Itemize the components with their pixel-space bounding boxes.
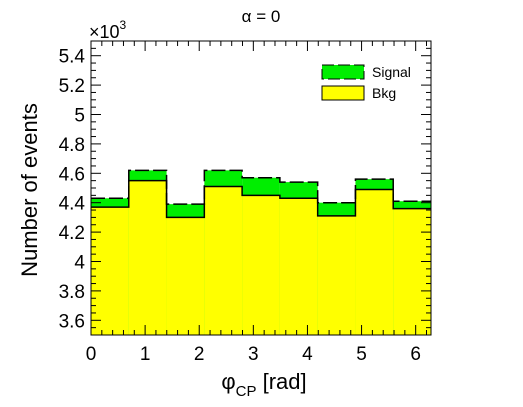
legend: Signal Bkg — [321, 64, 411, 101]
y-tick-label: 4.2 — [59, 223, 85, 244]
x-tick-label: 0 — [86, 344, 97, 365]
bkg-bar — [279, 198, 318, 335]
x-axis-title-subscript: CP — [236, 383, 257, 400]
y-tick-label: 3.6 — [59, 311, 85, 332]
x-axis-title-unit: [rad] — [256, 369, 306, 394]
bkg-bar — [91, 207, 129, 335]
bkg-bar — [242, 195, 280, 335]
y-tick-label: 4.4 — [59, 194, 86, 215]
x-axis-title-symbol: φ — [221, 369, 235, 394]
x-axis-title: φCP [rad] — [221, 369, 306, 400]
bkg-bar — [166, 217, 205, 335]
bkg-bar — [355, 189, 394, 335]
bkg-bar — [317, 215, 356, 335]
plot-area: 3.6 3.8 4 4.2 4.4 4.6 4.8 5 5.2 5.4 0 1 2 3 4 5 6 — [59, 40, 432, 365]
y-tick-label: 5.4 — [59, 47, 86, 68]
legend-label-bkg: Bkg — [372, 85, 396, 101]
y-tick-label: 5 — [74, 106, 85, 127]
y-tick-label: 5.2 — [59, 76, 85, 97]
y-tick-label: 4.6 — [59, 164, 85, 185]
bkg-outline — [91, 179, 431, 219]
legend-label-signal: Signal — [372, 64, 411, 80]
x-tick-label: 5 — [356, 344, 367, 365]
y-multiplier-base: ×10 — [89, 22, 120, 42]
y-axis-title: Number of events — [17, 103, 42, 277]
signal-outline — [91, 169, 431, 205]
y-tick-label: 4 — [74, 253, 85, 274]
legend-swatch-bkg — [321, 85, 365, 101]
x-tick-label: 6 — [410, 344, 421, 365]
y-tick-label: 3.8 — [59, 282, 85, 303]
x-tick-label: 2 — [194, 344, 205, 365]
x-tick-label: 1 — [140, 344, 151, 365]
legend-swatch-signal — [321, 64, 365, 80]
x-tick-label: 3 — [248, 344, 259, 365]
bkg-bar — [393, 208, 431, 335]
x-tick-label: 4 — [302, 344, 313, 365]
bkg-bar — [204, 186, 243, 335]
y-tick-label: 4.8 — [59, 135, 85, 156]
y-multiplier-exponent: 3 — [120, 18, 127, 32]
chart-title: α = 0 — [242, 7, 281, 26]
bkg-bar — [128, 180, 167, 335]
y-multiplier: ×103 — [89, 18, 127, 42]
